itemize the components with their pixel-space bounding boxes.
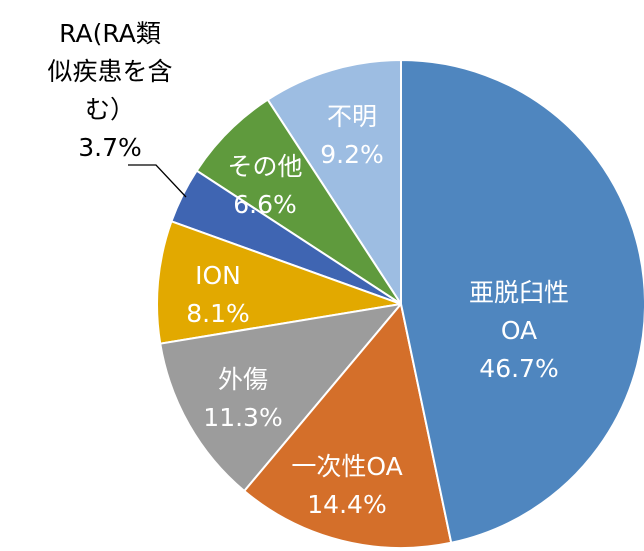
category-label: 外傷 [217, 365, 269, 394]
value-label: 46.7% [479, 354, 559, 383]
value-label: 11.3% [203, 403, 283, 432]
slice-label: RA(RA類 似疾患を含 む） 3.7% [47, 15, 172, 167]
category-label: 亜脱臼性 OA [468, 278, 570, 345]
slice-label: 外傷 11.3% [203, 361, 282, 437]
value-label: 14.4% [307, 490, 387, 519]
value-label: 3.7% [78, 133, 142, 162]
category-label: ION [195, 261, 241, 290]
value-label: 6.6% [233, 190, 297, 219]
slice-label: その他 6.6% [227, 148, 302, 224]
slice-label: 亜脱臼性 OA 46.7% [469, 274, 569, 388]
slice-label: 不明 9.2% [320, 98, 384, 174]
pie-slice [266, 58, 402, 308]
pie-slice [159, 302, 404, 493]
value-label: 8.1% [186, 299, 250, 328]
slice-label: 一次性OA 14.4% [291, 448, 402, 524]
leader-line [128, 164, 187, 198]
pie-slice [242, 301, 453, 549]
category-label: その他 [227, 152, 303, 181]
category-label: 一次性OA [291, 452, 403, 481]
slice-label: ION 8.1% [186, 257, 250, 333]
category-label: 不明 [326, 102, 378, 131]
category-label: RA(RA類 似疾患を含 む） [47, 19, 173, 124]
value-label: 9.2% [320, 140, 384, 169]
